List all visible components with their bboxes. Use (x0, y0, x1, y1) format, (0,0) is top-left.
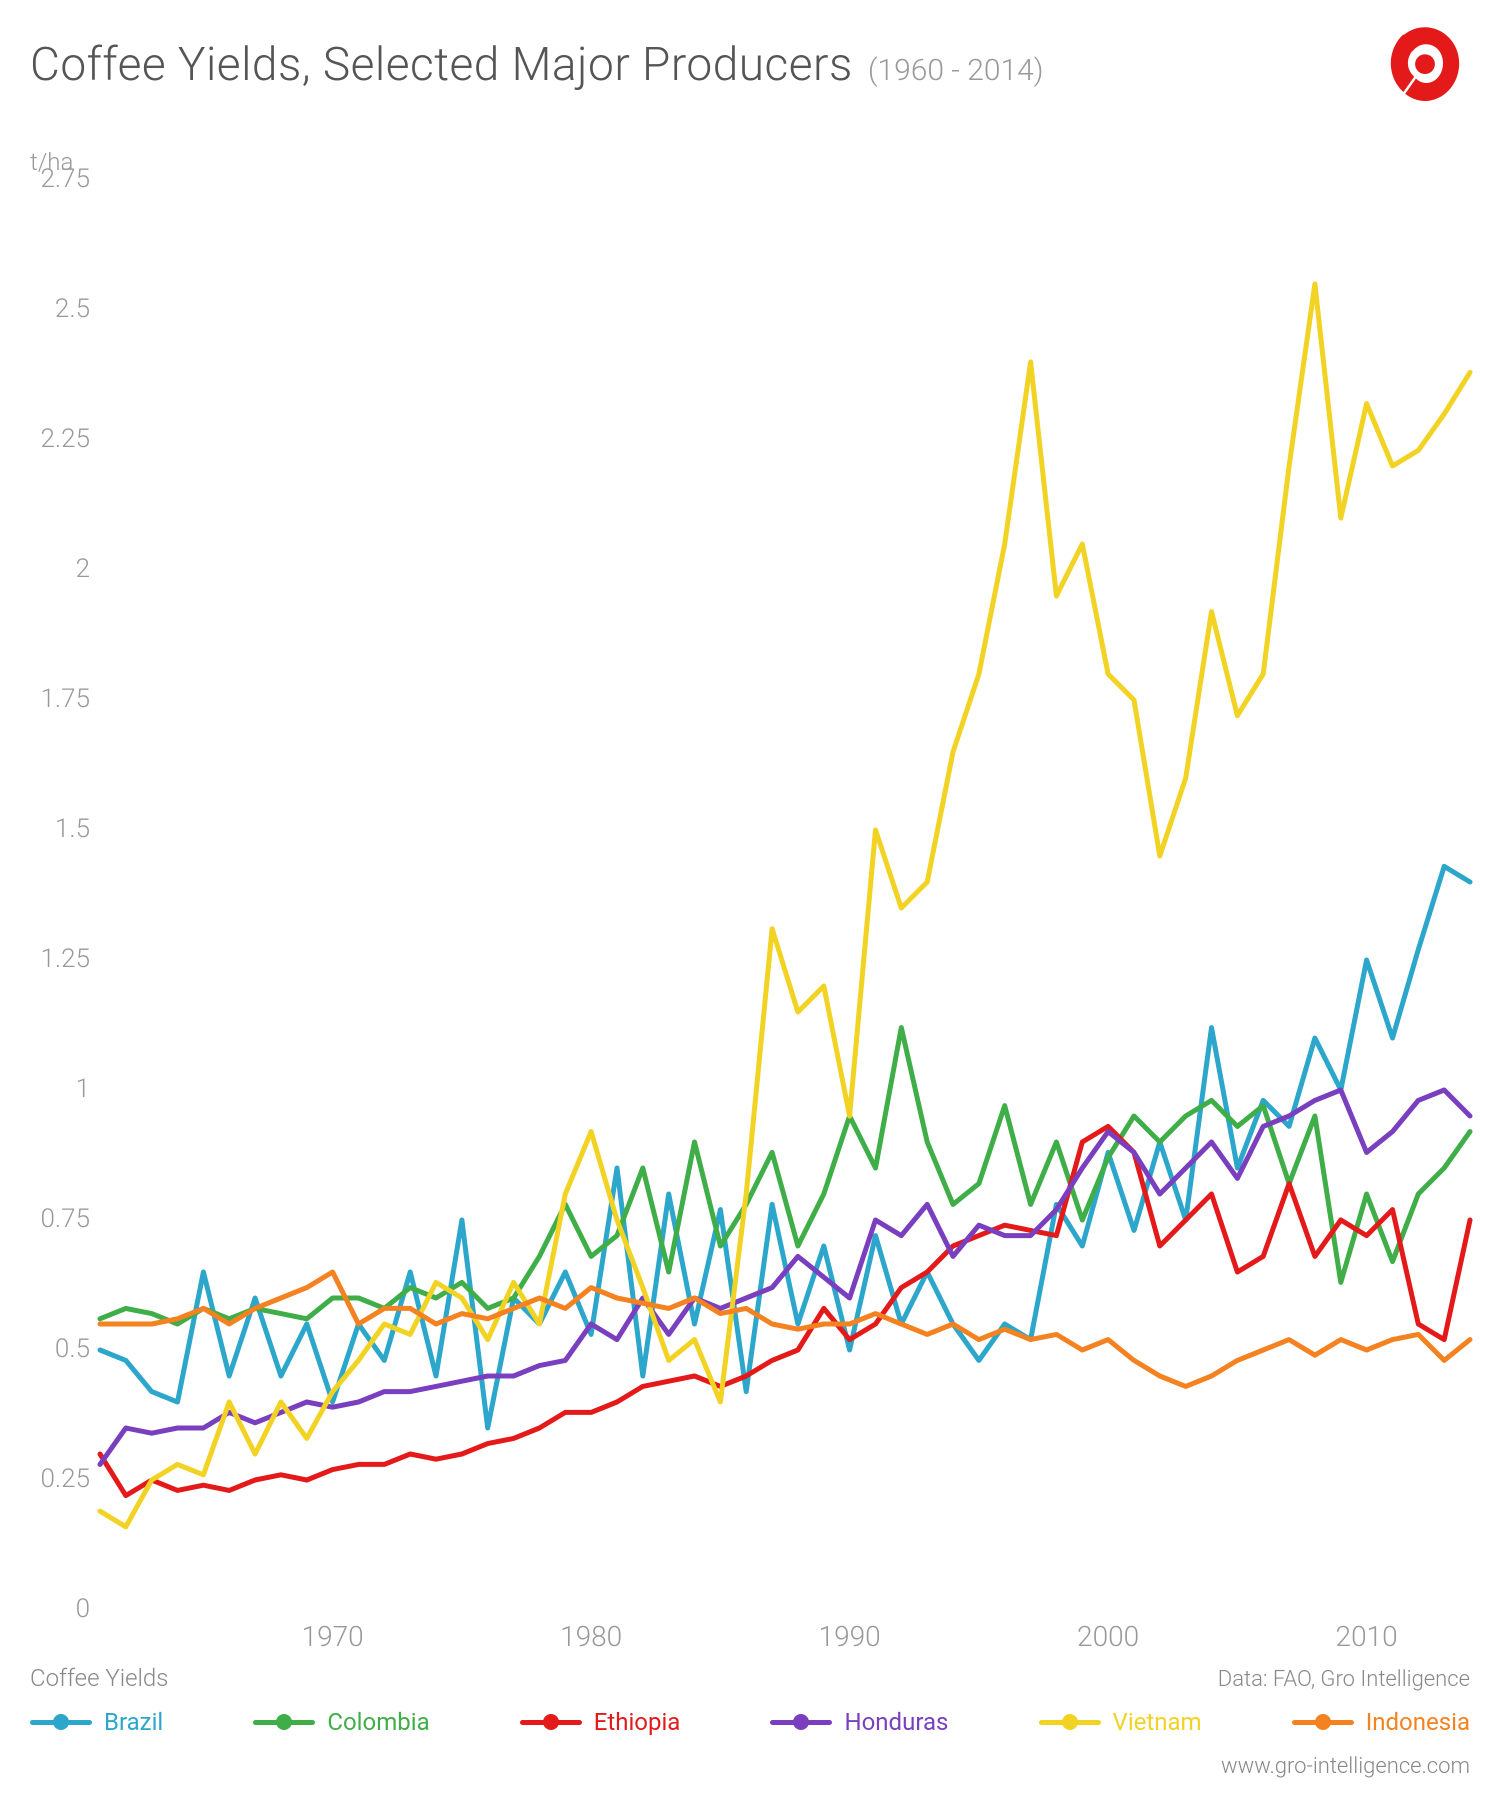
legend-label: Brazil (104, 1708, 163, 1736)
x-tick: 1980 (551, 1620, 631, 1653)
legend-label: Indonesia (1366, 1708, 1470, 1736)
legend-label: Vietnam (1113, 1708, 1202, 1736)
source-url: www.gro-intelligence.com (30, 1754, 1470, 1779)
header: Coffee Yields, Selected Major Producers … (30, 20, 1470, 110)
legend-label: Honduras (844, 1708, 948, 1736)
legend-item-brazil: Brazil (30, 1708, 163, 1736)
series-line-brazil (100, 866, 1470, 1428)
legend-swatch-icon (520, 1720, 582, 1725)
legend-swatch-icon (1039, 1720, 1101, 1725)
chart-area: t/ha 00.250.50.7511.251.51.7522.252.52.7… (30, 120, 1470, 1630)
legend: Brazil Colombia Ethiopia Honduras Vietnam Ind… (30, 1704, 1470, 1746)
series-line-colombia (100, 1028, 1470, 1324)
legend-swatch-icon (770, 1720, 832, 1725)
legend-item-indonesia: Indonesia (1292, 1708, 1470, 1736)
x-tick: 1990 (810, 1620, 890, 1653)
legend-item-colombia: Colombia (253, 1708, 429, 1736)
page-title: Coffee Yields, Selected Major Producers (30, 38, 853, 92)
legend-item-vietnam: Vietnam (1039, 1708, 1202, 1736)
line-plot (30, 120, 1480, 1620)
series-line-vietnam (100, 284, 1470, 1527)
footer: Coffee Yields Data: FAO, Gro Intelligenc… (30, 1664, 1470, 1779)
series-line-honduras (100, 1090, 1470, 1464)
legend-title-row: Coffee Yields Data: FAO, Gro Intelligenc… (30, 1664, 1470, 1692)
legend-label: Colombia (327, 1708, 429, 1736)
x-tick: 2000 (1068, 1620, 1148, 1653)
legend-item-honduras: Honduras (770, 1708, 948, 1736)
page-subtitle: (1960 - 2014) (868, 53, 1044, 88)
legend-swatch-icon (253, 1720, 315, 1725)
legend-label: Ethiopia (594, 1708, 681, 1736)
gro-logo-icon (1380, 20, 1470, 110)
title-wrap: Coffee Yields, Selected Major Producers … (30, 38, 1044, 92)
legend-swatch-icon (30, 1720, 92, 1725)
legend-item-ethiopia: Ethiopia (520, 1708, 681, 1736)
legend-swatch-icon (1292, 1720, 1354, 1725)
data-source: Data: FAO, Gro Intelligence (1218, 1667, 1470, 1692)
legend-title: Coffee Yields (30, 1664, 168, 1692)
x-tick: 2010 (1327, 1620, 1407, 1653)
x-tick: 1970 (293, 1620, 373, 1653)
